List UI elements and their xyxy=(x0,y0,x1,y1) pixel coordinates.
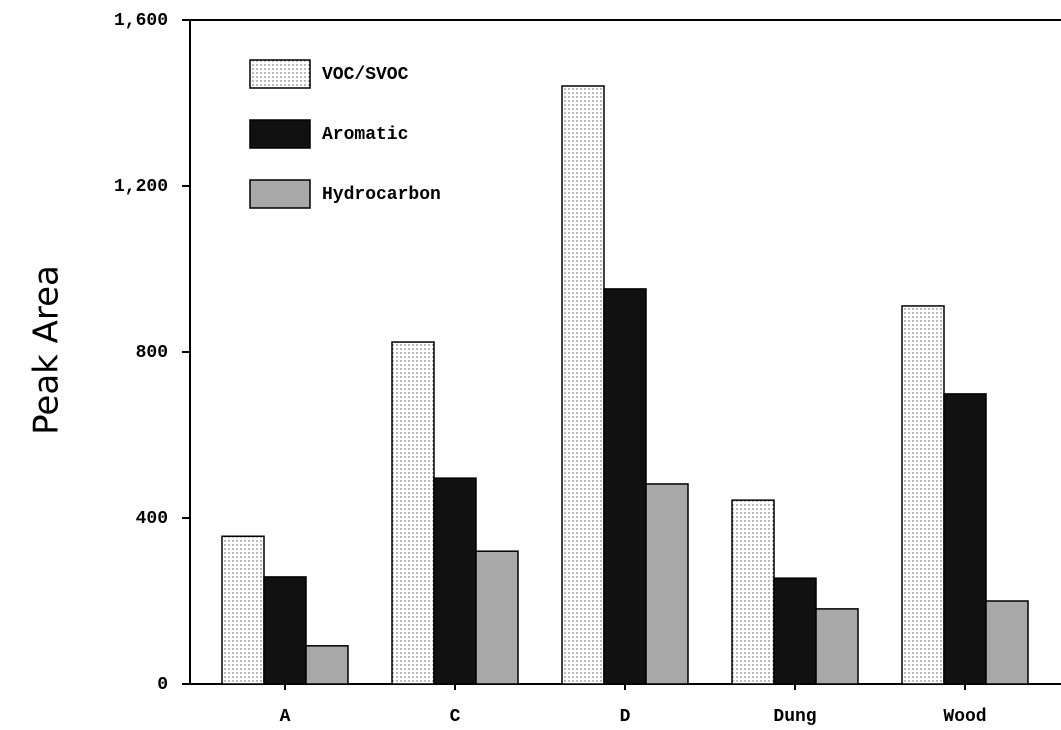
legend-swatch xyxy=(249,179,311,209)
legend-label: VOC/SVOC xyxy=(322,65,409,85)
bar xyxy=(815,608,859,685)
y-tick-label: 0 xyxy=(157,675,168,695)
bar xyxy=(943,393,987,685)
x-tick-label: D xyxy=(620,707,631,727)
legend-swatch xyxy=(249,119,311,149)
bar xyxy=(391,341,435,685)
bar xyxy=(985,600,1029,685)
bar xyxy=(475,550,519,685)
legend-swatch xyxy=(249,59,311,89)
bar xyxy=(603,288,647,685)
bar xyxy=(901,305,945,685)
bar xyxy=(221,535,265,685)
bar xyxy=(561,85,605,685)
bar xyxy=(433,477,477,685)
x-tick-label: C xyxy=(450,707,461,727)
y-tick-label: 1,600 xyxy=(114,11,168,31)
bar xyxy=(773,577,817,685)
bar xyxy=(263,576,307,685)
bar xyxy=(305,645,349,685)
x-tick-label: A xyxy=(280,707,291,727)
x-tick-label: Dung xyxy=(773,707,816,727)
y-tick-label: 800 xyxy=(136,343,168,363)
y-axis-label: Peak Area xyxy=(27,265,67,435)
bar xyxy=(731,499,775,685)
y-tick-label: 400 xyxy=(136,509,168,529)
x-tick-label: Wood xyxy=(943,707,986,727)
y-tick-label: 1,200 xyxy=(114,177,168,197)
bar xyxy=(645,483,689,685)
legend-label: Hydrocarbon xyxy=(322,185,441,205)
legend-label: Aromatic xyxy=(322,125,408,145)
